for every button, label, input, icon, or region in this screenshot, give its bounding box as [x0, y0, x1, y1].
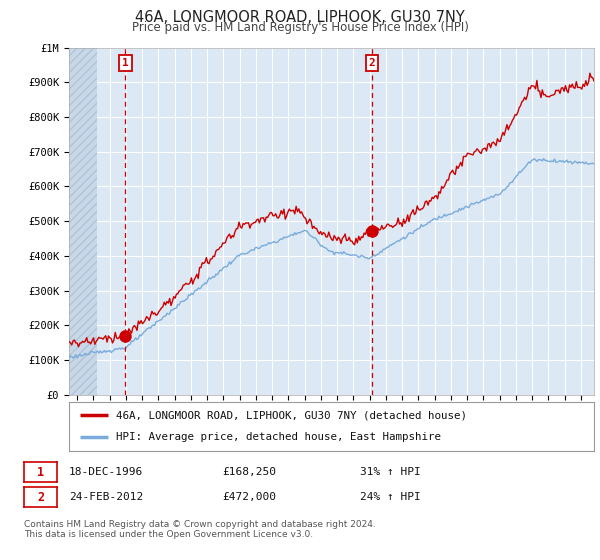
Text: 1: 1: [122, 58, 129, 68]
Text: £168,250: £168,250: [222, 467, 276, 477]
Text: 24-FEB-2012: 24-FEB-2012: [69, 492, 143, 502]
Text: 2: 2: [369, 58, 376, 68]
Text: £472,000: £472,000: [222, 492, 276, 502]
Text: 46A, LONGMOOR ROAD, LIPHOOK, GU30 7NY (detached house): 46A, LONGMOOR ROAD, LIPHOOK, GU30 7NY (d…: [116, 410, 467, 421]
Text: 18-DEC-1996: 18-DEC-1996: [69, 467, 143, 477]
Text: Contains HM Land Registry data © Crown copyright and database right 2024.
This d: Contains HM Land Registry data © Crown c…: [24, 520, 376, 539]
Text: Price paid vs. HM Land Registry's House Price Index (HPI): Price paid vs. HM Land Registry's House …: [131, 21, 469, 34]
Text: 31% ↑ HPI: 31% ↑ HPI: [360, 467, 421, 477]
Text: HPI: Average price, detached house, East Hampshire: HPI: Average price, detached house, East…: [116, 432, 441, 442]
Text: 46A, LONGMOOR ROAD, LIPHOOK, GU30 7NY: 46A, LONGMOOR ROAD, LIPHOOK, GU30 7NY: [135, 10, 465, 25]
Text: 2: 2: [37, 491, 44, 504]
Text: 1: 1: [37, 465, 44, 479]
Text: 24% ↑ HPI: 24% ↑ HPI: [360, 492, 421, 502]
